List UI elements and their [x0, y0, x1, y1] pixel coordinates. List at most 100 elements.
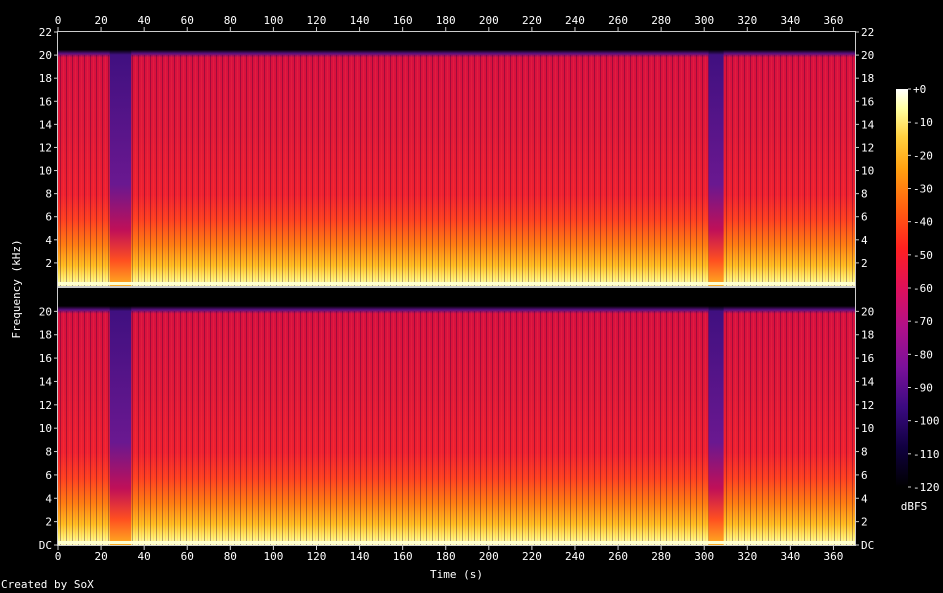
x-tick-label-bottom: 80 [224, 550, 237, 563]
x-tick-label-bottom: 20 [94, 550, 107, 563]
x-tick-label-top: 120 [307, 14, 327, 27]
x-tick-label-top: 360 [824, 14, 844, 27]
y-tick-label-right: 2 [861, 257, 868, 270]
quiet-section-1 [109, 32, 132, 286]
y-tick-label-right: 10 [861, 165, 874, 178]
colorbar-tick-label: +0 [913, 83, 926, 96]
y-tick-label-right: 2 [861, 516, 868, 529]
x-tick-label-bottom: 240 [565, 550, 585, 563]
x-tick-label-top: 160 [393, 14, 413, 27]
x-axis-label: Time (s) [430, 568, 483, 581]
x-tick-label-bottom: 0 [55, 550, 62, 563]
y-tick-label-right: 4 [861, 492, 868, 505]
x-tick-label-bottom: 140 [350, 550, 370, 563]
x-tick-label-bottom: 100 [263, 550, 283, 563]
colorbar [896, 89, 908, 487]
y-tick-label-right: 4 [861, 234, 868, 247]
created-by-credit: Created by SoX [1, 578, 94, 591]
y-tick-label-right: 6 [861, 469, 868, 482]
channel-1-spectrogram [57, 31, 856, 287]
y-tick-label-right: 12 [861, 399, 874, 412]
y-tick-label-right: 14 [861, 118, 875, 131]
x-tick-label-bottom: 280 [651, 550, 671, 563]
x-tick-label-top: 40 [138, 14, 151, 27]
x-tick-label-bottom: 300 [694, 550, 714, 563]
x-tick-label-top: 240 [565, 14, 585, 27]
x-tick-label-top: 280 [651, 14, 671, 27]
x-tick-label-top: 140 [350, 14, 370, 27]
colorbar-label: dBFS [901, 500, 928, 513]
x-tick-label-top: 80 [224, 14, 237, 27]
y-tick-label-right: 12 [861, 141, 874, 154]
y-tick-label-left: 18 [39, 329, 52, 342]
y-tick-label-left: 14 [39, 118, 53, 131]
x-tick-label-top: 340 [780, 14, 800, 27]
colorbar-tick-label: -100 [913, 415, 940, 428]
y-tick-label-right: 20 [861, 305, 874, 318]
y-tick-label-right: 16 [861, 352, 874, 365]
channel-2-spectrogram [57, 287, 856, 546]
y-tick-label-left: 6 [45, 211, 52, 224]
y-tick-label-left: 20 [39, 305, 52, 318]
colorbar-tick-label: -70 [913, 315, 933, 328]
colorbar-tick-label: -40 [913, 216, 933, 229]
y-tick-label-left: 2 [45, 257, 52, 270]
y-tick-label-left: 4 [45, 234, 52, 247]
x-tick-label-bottom: 120 [307, 550, 327, 563]
x-tick-label-top: 300 [694, 14, 714, 27]
colorbar-tick-label: -50 [913, 249, 933, 262]
x-tick-label-top: 20 [94, 14, 107, 27]
x-tick-label-top: 220 [522, 14, 542, 27]
x-tick-label-bottom: 220 [522, 550, 542, 563]
quiet-section-1 [109, 288, 132, 545]
y-tick-label-left: 10 [39, 422, 52, 435]
y-tick-label-right: 18 [861, 72, 874, 85]
y-tick-label-left: 12 [39, 399, 52, 412]
low-frequency-line [58, 282, 855, 285]
x-tick-label-bottom: 340 [780, 550, 800, 563]
x-tick-label-top: 100 [263, 14, 283, 27]
y-tick-label-left: 6 [45, 469, 52, 482]
colorbar-tick-label: -120 [913, 481, 940, 494]
colorbar-tick-label: -110 [913, 448, 940, 461]
y-tick-label-left: 22 [39, 26, 52, 39]
y-tick-label-left: 10 [39, 165, 52, 178]
y-axis-label: Frequency (kHz) [10, 239, 23, 338]
x-tick-label-top: 200 [479, 14, 499, 27]
y-tick-label-left: 18 [39, 72, 52, 85]
y-tick-label-left: 12 [39, 141, 52, 154]
y-tick-label-left: 20 [39, 49, 52, 62]
y-tick-label-right: 8 [861, 446, 868, 459]
y-tick-label-left: 8 [45, 188, 52, 201]
quiet-section-2 [708, 32, 724, 286]
y-tick-label-left: 16 [39, 352, 52, 365]
spectrogram-texture [58, 54, 855, 286]
y-tick-label-right: 14 [861, 375, 875, 388]
x-tick-label-bottom: 160 [393, 550, 413, 563]
y-tick-label-right: 10 [861, 422, 874, 435]
plot-frame [57, 287, 856, 546]
colorbar-tick-label: -80 [913, 348, 933, 361]
colorbar-tick-label: -20 [913, 149, 933, 162]
y-tick-label-left: 16 [39, 95, 52, 108]
x-tick-label-bottom: 260 [608, 550, 628, 563]
x-tick-label-bottom: 40 [138, 550, 151, 563]
x-tick-label-top: 320 [737, 14, 757, 27]
y-tick-label-right: 6 [861, 211, 868, 224]
colorbar-tick-label: -30 [913, 183, 933, 196]
x-tick-label-top: 180 [436, 14, 456, 27]
y-tick-label-right: 20 [861, 49, 874, 62]
plot-frame [57, 31, 856, 287]
colorbar-tick-label: -90 [913, 382, 933, 395]
colorbar-tick-label: -10 [913, 116, 933, 129]
y-tick-label-left: 4 [45, 492, 52, 505]
y-tick-label-right: 16 [861, 95, 874, 108]
x-tick-label-top: 60 [181, 14, 194, 27]
colorbar-tick-label: -60 [913, 282, 933, 295]
x-tick-label-top: 0 [55, 14, 62, 27]
quiet-section-2 [708, 288, 724, 545]
x-tick-label-bottom: 320 [737, 550, 757, 563]
low-frequency-line [58, 541, 855, 544]
y-tick-label-right: 18 [861, 329, 874, 342]
